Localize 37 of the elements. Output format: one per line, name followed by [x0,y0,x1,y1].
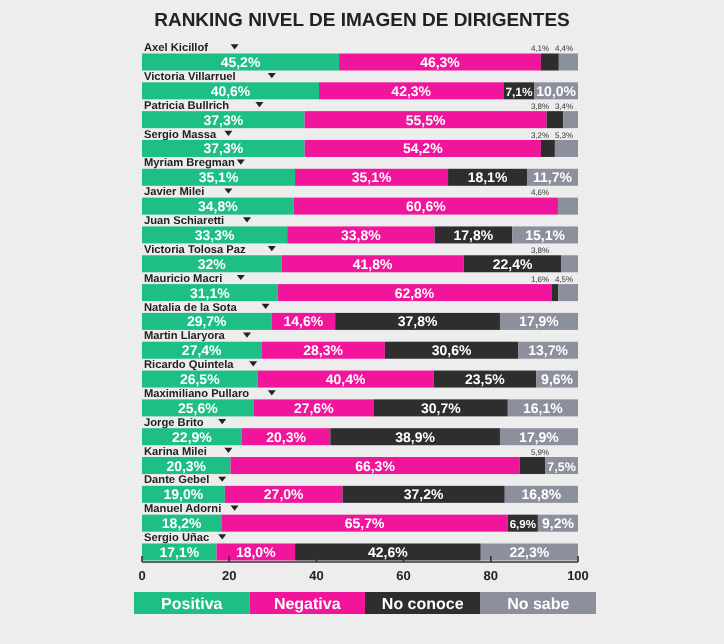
chart-title: RANKING NIVEL DE IMAGEN DE DIRIGENTES [154,10,570,32]
text: No sabe [507,595,571,613]
bar [304,111,547,129]
bar [561,255,578,273]
bar [293,197,558,215]
bar [557,197,578,215]
bar [551,284,559,302]
bar [558,284,578,302]
bar [519,457,546,475]
bar [142,284,278,302]
bar [295,168,449,186]
bar [230,457,520,475]
bar [277,284,552,302]
bar [304,139,541,157]
text: Positiva [161,595,224,613]
bar [339,53,541,71]
bar [142,255,282,273]
bar [142,82,320,100]
bar [540,53,559,71]
bar [142,139,305,157]
bar [554,139,578,157]
bar [563,111,578,129]
bar [540,139,555,157]
bar [281,255,464,273]
bar [319,82,504,100]
bar [257,370,434,388]
bar [335,312,500,330]
bar [330,428,500,446]
bar [546,111,564,129]
bar [221,514,508,532]
bar [142,111,305,129]
text: No conoce [381,595,465,613]
bar [558,53,578,71]
bar [342,485,505,503]
bar [142,168,296,186]
bar [142,53,340,71]
text: Negativa [273,595,342,613]
